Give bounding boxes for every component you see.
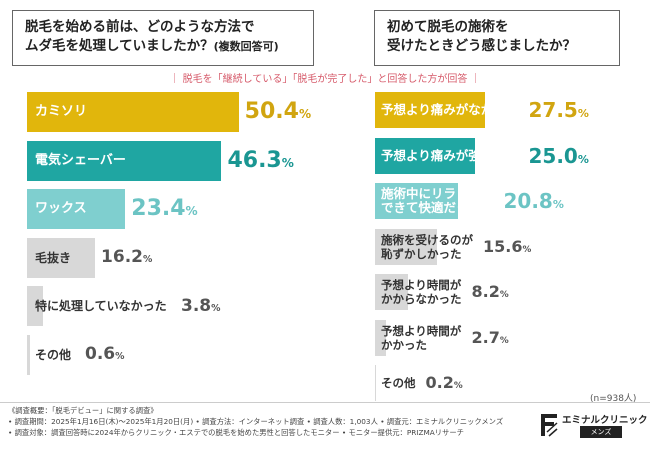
- right-title-line1: 初めて脱毛の施術を: [387, 19, 509, 35]
- bar-category-label: 予想より痛みが強かった: [381, 147, 519, 163]
- bar-5: [27, 286, 43, 326]
- percent-unit: %: [453, 381, 463, 391]
- footer-divider: [0, 402, 650, 403]
- percent-unit: %: [499, 290, 509, 300]
- bar-category-label: 予想より痛みがなかった: [381, 102, 519, 117]
- bar-category-label: 特に処理していなかった: [35, 299, 167, 313]
- bar-value-label: 15.6%: [483, 236, 532, 256]
- bar-category-label: 施術を受けるのが 恥ずかしかった: [381, 232, 473, 261]
- percent-unit: %: [499, 335, 509, 346]
- bar-4: [375, 228, 438, 265]
- bar-2: [27, 140, 222, 181]
- bar-value-label: 20.8%: [503, 189, 564, 213]
- bar-3: [375, 183, 459, 219]
- percent-unit: %: [142, 254, 153, 265]
- sample-size-label: (n=938人): [590, 394, 637, 404]
- bar-value-label: 46.3%: [227, 147, 294, 173]
- bar-5: [375, 274, 408, 310]
- percent-unit: %: [577, 152, 589, 166]
- brand-mark-icon: [541, 414, 558, 437]
- bar-2: [375, 137, 475, 174]
- bar-value-label: 50.4%: [244, 99, 312, 124]
- bar-6: [375, 319, 386, 356]
- survey-notes: 《調査概要：「脱毛デビュー」に関する調査》 • 調査期間：2025年1月16日(…: [8, 405, 503, 438]
- percent-unit: %: [185, 204, 198, 218]
- brand-sub: メンズ: [580, 426, 622, 438]
- brand-name: エミナルクリニック: [562, 415, 648, 426]
- bar-value-label: 23.4%: [131, 196, 198, 221]
- bar-category-label: 予想より時間が かかった: [381, 323, 462, 352]
- left-title-line2-main: ムダ毛を処理していましたか？: [25, 38, 214, 54]
- survey-notes-line: • 調査対象：調査回答時に2024年からクリニック・エステでの脱毛を始めた男性と…: [8, 428, 464, 437]
- bar-value-label: 2.7%: [471, 327, 509, 347]
- left-title-line1: 脱毛を始める前は、どのような方法で: [25, 19, 255, 35]
- bar-category-label: その他: [381, 376, 416, 390]
- bar-category-label: 毛抜き: [35, 250, 72, 265]
- bar-value-label: 16.2%: [101, 247, 153, 267]
- bar-category-label: カミソリ: [35, 104, 88, 119]
- chart-subtitle: ｜ 脱毛を「継続している」「脱毛が完了した」と回答した方が回答 ｜: [169, 74, 481, 85]
- charts-area: カミソリ 50.4% 電気シェーバー 46.3% ワックス 23.4% 毛抜き 16.2% 特に…: [27, 92, 589, 401]
- bar-7: [375, 365, 376, 401]
- percent-unit: %: [211, 302, 221, 314]
- bar-value-label: 8.2%: [471, 282, 509, 301]
- bar-category-label: 施術中にリラックス できて快適だった: [381, 186, 494, 215]
- bar-category-label: 電気シェーバー: [35, 152, 126, 168]
- right-chart-title: 初めて脱毛の施術を 受けたときどう感じましたか？: [374, 10, 620, 66]
- bar-category-label: 予想より時間が かからなかった: [381, 278, 462, 306]
- percent-unit: %: [115, 351, 125, 362]
- percent-unit: %: [281, 155, 294, 170]
- bar-value-label: 0.6%: [85, 344, 125, 364]
- right-title-line2: 受けたときどう感じましたか？: [387, 38, 576, 54]
- bar-category-label: その他: [35, 347, 72, 362]
- brand-logo: エミナルクリニック メンズ: [540, 410, 648, 442]
- bar-1: [27, 92, 239, 132]
- left-chart-title: 脱毛を始める前は、どのような方法で ムダ毛を処理していましたか？(複数回答可): [12, 10, 314, 66]
- bar-category-label: ワックス: [35, 201, 87, 216]
- left-title-line2: ムダ毛を処理していましたか？(複数回答可): [25, 37, 301, 56]
- left-title-line2-note: (複数回答可): [213, 40, 279, 53]
- percent-unit: %: [522, 244, 532, 255]
- bar-value-label: 25.0%: [528, 143, 589, 168]
- bar-1: [375, 92, 485, 128]
- percent-unit: %: [298, 107, 312, 121]
- bar-value-label: 0.2%: [425, 373, 463, 392]
- bar-4: [27, 237, 96, 278]
- percent-unit: %: [577, 107, 589, 120]
- bar-6: [27, 334, 30, 375]
- percent-unit: %: [552, 198, 564, 211]
- survey-notes-line: • 調査期間：2025年1月16日(木)〜2025年1月20日(月) • 調査方…: [8, 417, 504, 426]
- survey-notes-line: 《調査概要：「脱毛デビュー」に関する調査》: [8, 406, 158, 415]
- bar-value-label: 27.5%: [528, 98, 589, 122]
- bar-3: [27, 189, 126, 229]
- bar-value-label: 3.8%: [181, 295, 221, 316]
